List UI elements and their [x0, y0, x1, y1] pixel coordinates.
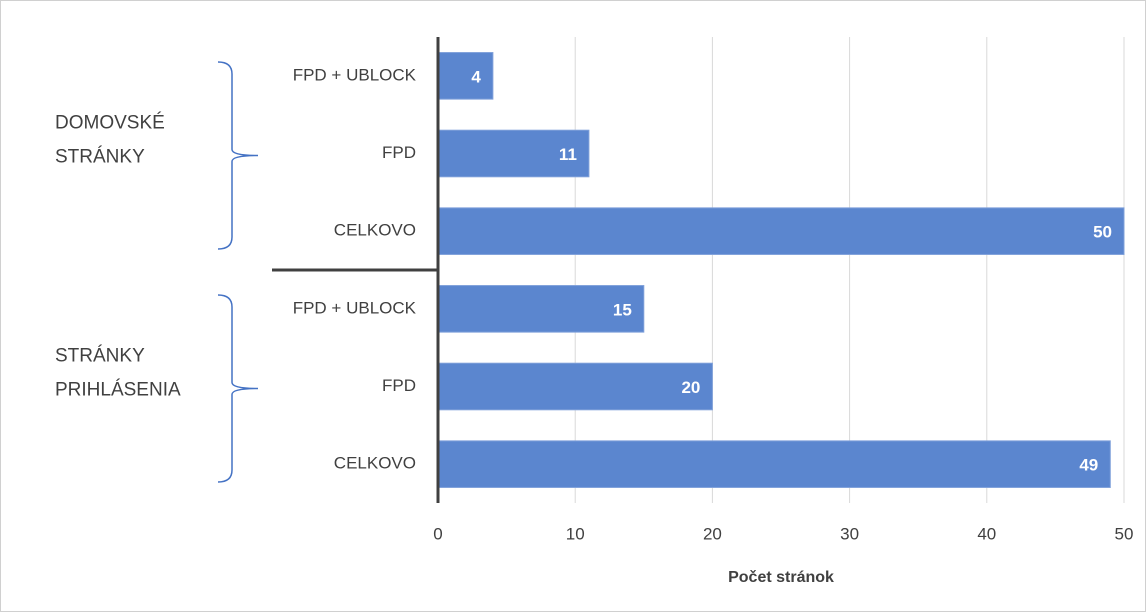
x-axis-label: Počet stránok	[728, 569, 834, 586]
x-tick-label: 30	[840, 524, 859, 543]
bar	[437, 207, 1125, 255]
data-label: 49	[1079, 456, 1098, 475]
group-label: STRÁNKY	[55, 147, 145, 168]
y-tick-label: CELKOVO	[334, 454, 416, 473]
x-tick-label: 0	[433, 524, 442, 543]
y-tick-label: CELKOVO	[334, 221, 416, 240]
x-tick-label: 20	[703, 524, 722, 543]
y-tick-label: FPD + UBLOCK	[293, 298, 417, 317]
group-label: STRÁNKY	[55, 346, 145, 367]
y-tick-label: FPD + UBLOCK	[293, 65, 417, 84]
bar	[437, 440, 1111, 488]
group-label: DOMOVSKÉ	[55, 113, 165, 134]
group-brace	[217, 61, 259, 250]
group-brace	[217, 294, 259, 483]
data-label: 11	[559, 145, 577, 164]
y-tick-label: FPD	[382, 143, 416, 162]
bar	[437, 362, 713, 411]
x-tick-label: 40	[977, 524, 996, 543]
y-tick-label: FPD	[382, 376, 416, 395]
group-label: PRIHLÁSENIA	[55, 380, 181, 401]
data-label: 4	[471, 67, 481, 86]
bar	[437, 285, 645, 333]
x-tick-label: 10	[566, 524, 585, 543]
data-label: 50	[1093, 223, 1112, 242]
x-tick-label: 50	[1115, 524, 1134, 543]
bar	[437, 52, 494, 100]
data-label: 20	[681, 378, 700, 397]
data-label: 15	[613, 300, 632, 319]
